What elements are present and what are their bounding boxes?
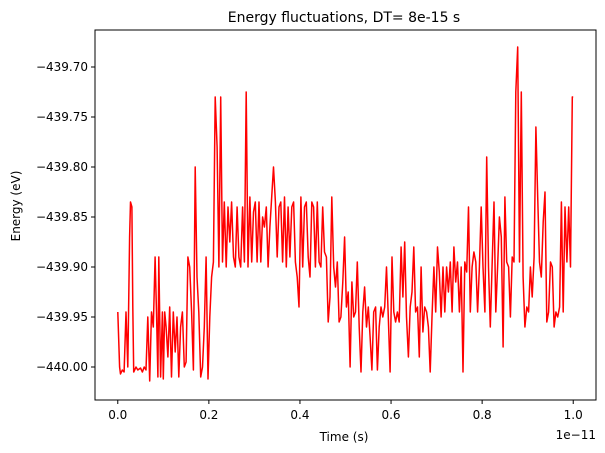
- x-tick-label: 0.6: [381, 408, 400, 422]
- series-line-0: [117, 46, 574, 382]
- y-axis-label: Energy (eV): [9, 171, 23, 242]
- x-tick-label: 1.0: [564, 408, 583, 422]
- y-tick-label: −439.70: [36, 60, 88, 74]
- x-tick-label: 0.8: [473, 408, 492, 422]
- plot-frame: [94, 29, 597, 401]
- x-tick-label: 0.0: [108, 408, 127, 422]
- y-tick-label: −439.90: [36, 260, 88, 274]
- y-tick-label: −439.85: [36, 210, 88, 224]
- y-tick-label: −440.00: [36, 360, 88, 374]
- y-tick-label: −439.95: [36, 310, 88, 324]
- y-tick-label: −439.75: [36, 110, 88, 124]
- x-tick-label: 0.4: [290, 408, 309, 422]
- y-axis: −440.00 −439.95 −439.90 −439.85 −439.80 −439.…: [36, 60, 95, 374]
- x-axis-offset-label: 1e−11: [556, 428, 596, 442]
- chart-title: Energy fluctuations, DT= 8e-15 s: [228, 10, 460, 26]
- x-axis-label: Time (s): [319, 430, 369, 444]
- x-tick-label: 0.2: [199, 408, 218, 422]
- plot-area: [117, 46, 574, 382]
- x-axis: 0.0 0.2 0.4 0.6 0.8 1.0: [108, 400, 583, 422]
- y-tick-label: −439.80: [36, 160, 88, 174]
